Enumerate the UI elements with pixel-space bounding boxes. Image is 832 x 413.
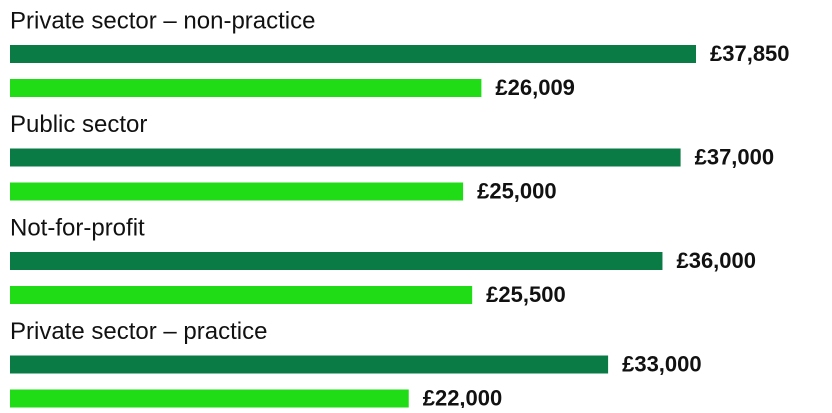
value-label: £22,000 [423, 385, 503, 408]
bar [10, 252, 663, 270]
value-label: £37,000 [695, 144, 775, 169]
category-label: Public sector [10, 111, 147, 138]
bar [10, 45, 696, 63]
value-label: £36,000 [676, 248, 756, 273]
value-label: £26,009 [495, 75, 575, 100]
value-label: £25,000 [477, 178, 557, 203]
category-label: Private sector – practice [10, 318, 267, 345]
value-label: £25,500 [486, 282, 566, 307]
bar [10, 286, 473, 304]
value-label: £33,000 [622, 351, 702, 376]
bar [10, 182, 464, 201]
bar [10, 79, 482, 97]
bar [10, 355, 609, 374]
category-label: Not-for-profit [10, 214, 145, 241]
bar [10, 148, 681, 167]
category-label: Private sector – non-practice [10, 7, 315, 34]
bar [10, 389, 409, 408]
value-label: £37,850 [710, 41, 790, 66]
